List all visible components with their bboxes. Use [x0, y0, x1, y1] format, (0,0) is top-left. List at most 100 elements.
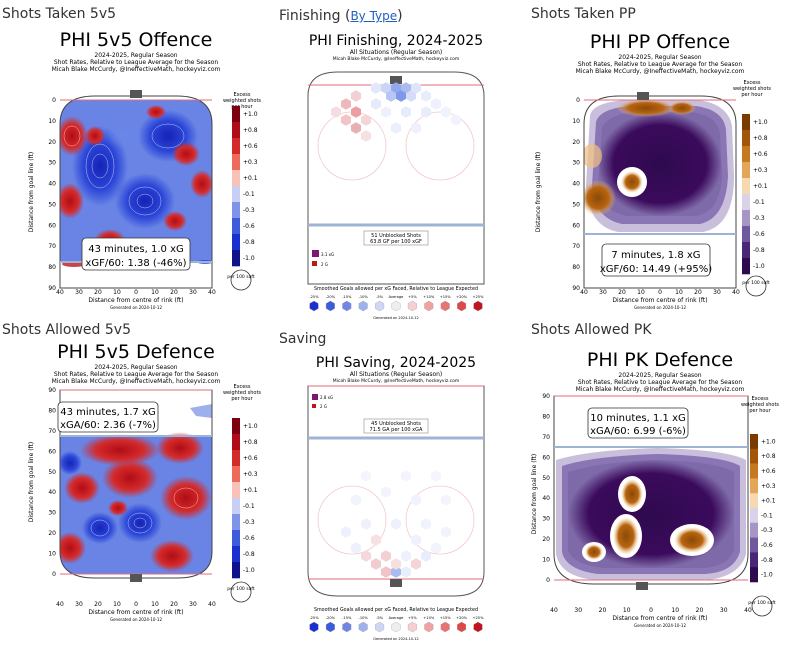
y-tick-label: 90 — [48, 285, 56, 292]
goal-net — [636, 582, 648, 590]
scale-hex — [342, 621, 352, 633]
scale-hex — [457, 621, 467, 633]
y-tick-label: 0 — [52, 97, 56, 104]
legend-swatch — [232, 482, 240, 499]
legend-title-line: Excess — [743, 80, 760, 86]
legend-tick-label: -0.8 — [761, 557, 773, 564]
hex-cell — [420, 106, 432, 118]
hex-cell — [400, 470, 412, 482]
by-type-link[interactable]: By Type — [350, 9, 398, 23]
legend-tick-label: +0.1 — [761, 498, 776, 505]
hex-cell — [360, 550, 372, 562]
scale-hex — [424, 621, 434, 633]
size-legend-xg: 2.8 xG — [320, 395, 333, 400]
y-ticks: 90 80 70 60 50 40 30 20 10 0 — [48, 387, 56, 578]
chart-title: PHI 5v5 Offence — [60, 29, 213, 51]
scale-hex — [309, 621, 319, 633]
legend-title-line: weighted shots — [733, 86, 771, 92]
legend-swatch — [232, 250, 240, 267]
y-ticks: 90 80 70 60 50 40 30 20 10 0 — [542, 393, 550, 584]
hex-cell — [390, 558, 402, 570]
legend-tick-label: -0.3 — [753, 215, 765, 222]
hex-cell — [370, 534, 382, 546]
legend-title-line: Excess — [233, 92, 250, 98]
summary-shots: 51 Unblocked Shots — [371, 233, 421, 239]
x-tick-label: 40 — [580, 289, 588, 296]
legend-tick-label: +0.8 — [753, 135, 768, 142]
x-tick-label: 0 — [658, 289, 662, 296]
legend-swatch — [742, 162, 750, 179]
hex-cell — [350, 90, 362, 102]
legend-tick-label: -1.0 — [753, 263, 765, 270]
scale-tick-label: +5% — [408, 295, 417, 299]
legend-swatch — [232, 106, 240, 123]
hexbin-layer — [340, 470, 452, 578]
hex-cell — [370, 82, 382, 94]
chart-subtitle: Shot Rates, Relative to League Average f… — [54, 59, 219, 66]
hex-cell — [390, 518, 402, 530]
scale-tick-label: -10% — [359, 295, 369, 299]
chart-subtitle: Micah Blake McCurdy, @IneffectiveMath, h… — [333, 56, 460, 62]
hex-cell — [360, 518, 372, 530]
legend-swatch — [750, 522, 758, 538]
legend-swatch — [742, 194, 750, 211]
x-tick-label: 40 — [56, 601, 64, 608]
rink-boards — [553, 395, 749, 585]
scale-hex — [391, 621, 401, 633]
chart-subtitle: Micah Blake McCurdy, @IneffectiveMath, h… — [576, 386, 745, 393]
chart-saving: PHI Saving, 2024-2025 All Situations (Re… — [307, 355, 485, 641]
heading-saving: Saving — [279, 331, 327, 347]
legend-swatch — [232, 154, 240, 171]
hex-cell — [400, 106, 412, 118]
hex-cell — [390, 122, 402, 134]
size-legend: 3.1 xG 2 G — [312, 250, 334, 267]
rink-boards — [583, 95, 737, 289]
scale-tick-label: +15% — [440, 295, 452, 299]
scale-tick-label: -25% — [309, 295, 319, 299]
chart-subtitle: Micah Blake McCurdy, @IneffectiveMath, h… — [52, 66, 221, 73]
scale-tick-label: +25% — [473, 295, 485, 299]
info-rate: xGF/60: 14.49 (+95%) — [600, 264, 712, 275]
y-tick-label: 70 — [48, 428, 56, 435]
y-tick-label: 0 — [576, 97, 580, 104]
summary-rate: 63.8 GF per 100 xGF — [370, 239, 422, 245]
scale-hex — [358, 300, 368, 312]
legend-swatch — [232, 450, 240, 467]
x-tick-label: 10 — [675, 289, 683, 296]
x-tick-label: 20 — [94, 601, 102, 608]
legend-swatch — [232, 514, 240, 531]
legend-tick-label: -1.0 — [243, 255, 255, 262]
legend-tick-label: -0.6 — [243, 223, 255, 230]
legend-swatch — [232, 530, 240, 547]
scale-hex — [391, 300, 401, 312]
faceoff-circle — [317, 485, 387, 555]
y-tick-label: 30 — [48, 510, 56, 517]
goal-net — [390, 76, 402, 84]
x-tick-label: 30 — [189, 601, 197, 608]
rink-boards — [59, 389, 213, 579]
y-tick-label: 90 — [572, 285, 580, 292]
scale-hex — [473, 621, 483, 633]
y-tick-label: 70 — [48, 243, 56, 250]
hex-cell — [370, 98, 382, 110]
legend-swatch — [232, 434, 240, 451]
legend-swatch — [750, 537, 758, 553]
summary-box: 51 Unblocked Shots 63.8 GF per 100 xGF — [363, 230, 429, 246]
chart-title: PHI Finishing, 2024-2025 — [309, 33, 483, 49]
legend-tick-label: -0.1 — [243, 503, 255, 510]
x-tick-label: 0 — [134, 289, 138, 296]
scale-tick-label: -25% — [309, 616, 319, 620]
legend-tick-label: -0.6 — [243, 535, 255, 542]
info-minutes: 10 minutes, 1.1 xG — [590, 413, 686, 424]
y-tick-label: 40 — [48, 181, 56, 188]
hex-cell — [380, 486, 392, 498]
unit-label: per 100 sqft — [227, 274, 255, 280]
scale-hex — [407, 621, 417, 633]
hexbin-layer — [330, 82, 462, 142]
hex-cell — [420, 90, 432, 102]
info-minutes: 7 minutes, 1.8 xG — [611, 250, 700, 261]
chart-subtitle: All Situations (Regular Season) — [350, 371, 443, 378]
legend-swatch — [232, 234, 240, 251]
chart-subtitle: Shot Rates, Relative to League Average f… — [578, 379, 743, 386]
unit-badge: per 100 sqft — [227, 269, 255, 291]
